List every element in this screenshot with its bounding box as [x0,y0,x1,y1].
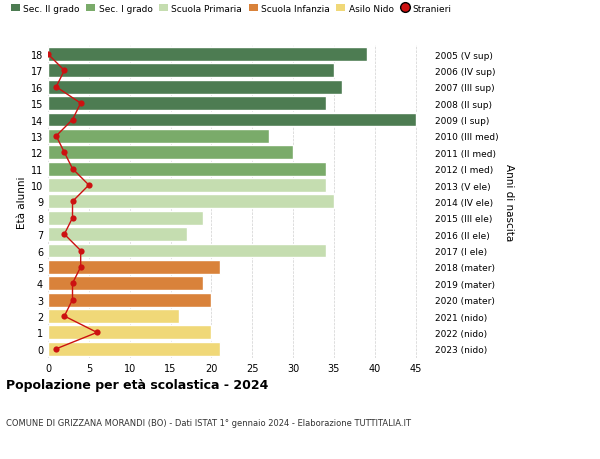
Bar [48,260,220,274]
Bar [48,129,269,144]
Bar [48,97,326,111]
Bar [48,179,326,193]
Text: COMUNE DI GRIZZANA MORANDI (BO) - Dati ISTAT 1° gennaio 2024 - Elaborazione TUTT: COMUNE DI GRIZZANA MORANDI (BO) - Dati I… [6,418,411,427]
Point [68,198,77,206]
Point [76,100,85,107]
Bar [48,48,367,62]
Point [68,166,77,173]
Text: Popolazione per età scolastica - 2024: Popolazione per età scolastica - 2024 [6,379,268,392]
Y-axis label: Anni di nascita: Anni di nascita [504,163,514,241]
Point [52,345,61,353]
Bar [48,228,187,241]
Bar [48,309,179,323]
Bar [48,81,342,95]
Point [92,329,102,336]
Bar [48,146,293,160]
Point [76,263,85,271]
Point [52,133,61,140]
Bar [48,64,334,78]
Point [59,67,69,75]
Point [43,51,53,59]
Bar [48,326,211,340]
Bar [48,211,203,225]
Bar [48,293,211,307]
Bar [48,162,326,176]
Point [84,182,94,189]
Point [76,247,85,255]
Bar [48,342,220,356]
Point [68,297,77,304]
Point [68,215,77,222]
Point [59,149,69,157]
Point [68,280,77,287]
Legend: Sec. II grado, Sec. I grado, Scuola Primaria, Scuola Infanzia, Asilo Nido, Stran: Sec. II grado, Sec. I grado, Scuola Prim… [11,5,452,13]
Point [68,117,77,124]
Point [52,84,61,91]
Y-axis label: Età alunni: Età alunni [17,176,26,228]
Bar [48,277,203,291]
Point [59,313,69,320]
Point [59,231,69,238]
Bar [48,113,416,127]
Bar [48,244,326,258]
Bar [48,195,334,209]
